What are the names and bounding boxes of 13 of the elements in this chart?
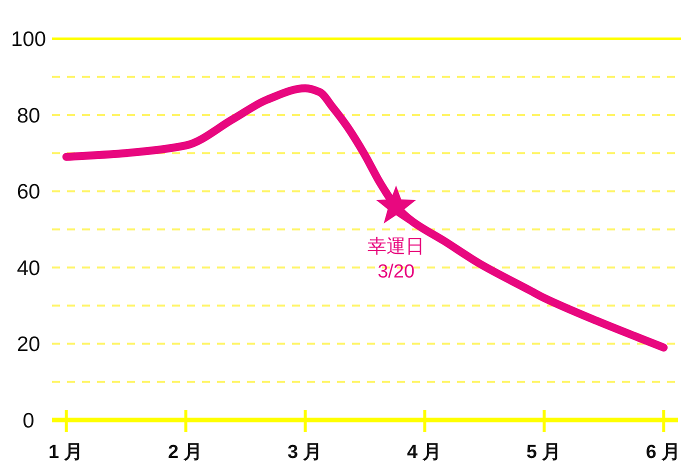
x-tick-label: 5月 [526,442,566,463]
x-tick-label: 3月 [287,442,328,463]
y-tick-label: 40 [16,256,40,280]
y-tick-label: 60 [16,180,40,204]
x-tick-label: 6月 [646,442,686,463]
annotation: 幸運日 3/20 [368,236,425,282]
x-tick-label: 1月 [48,442,88,463]
y-tick-label: 20 [16,333,40,356]
y-tick-label: 100 [10,28,46,52]
x-tick-label: 2月 [168,442,208,463]
y-tick-label: 0 [22,410,34,432]
x-tick-label: 4月 [406,442,447,463]
y-tick-label: 80 [16,104,40,128]
